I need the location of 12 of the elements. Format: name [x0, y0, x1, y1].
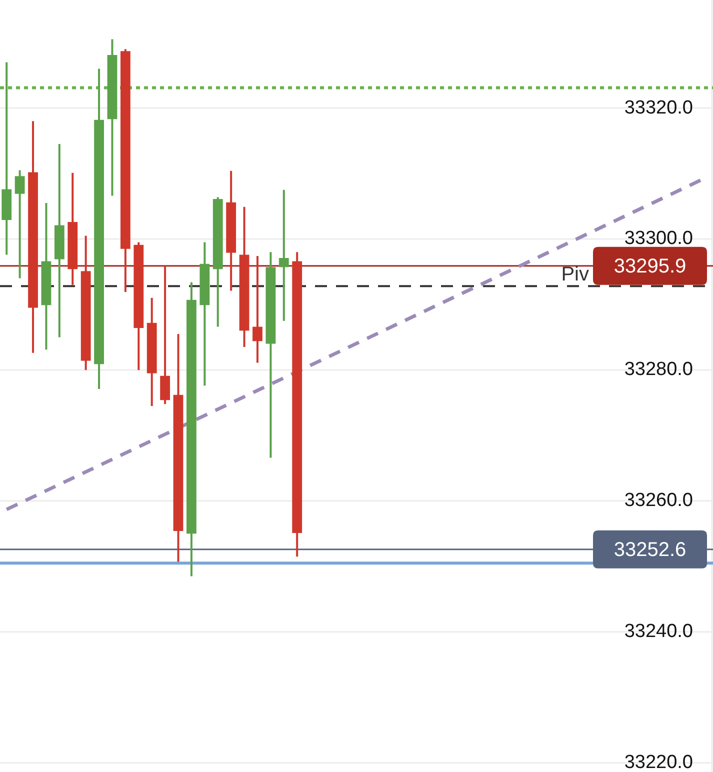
candlestick: [252, 255, 262, 364]
ref-line-label: 33295.9: [614, 255, 686, 278]
y-tick-label: 33280.0: [624, 359, 693, 380]
y-tick-label: 33240.0: [624, 621, 693, 642]
y-tick-label: 33300.0: [624, 228, 693, 250]
ref-line-label: Piv: [561, 264, 589, 286]
candlestick: [278, 188, 289, 322]
ref-line-label: 33252.6: [614, 538, 686, 561]
candlestick: [14, 169, 25, 280]
y-tick-label: 33260.0: [624, 490, 693, 512]
y-tick-label: 33220.0: [624, 752, 693, 772]
y-tick-label: 33320.0: [624, 97, 693, 118]
